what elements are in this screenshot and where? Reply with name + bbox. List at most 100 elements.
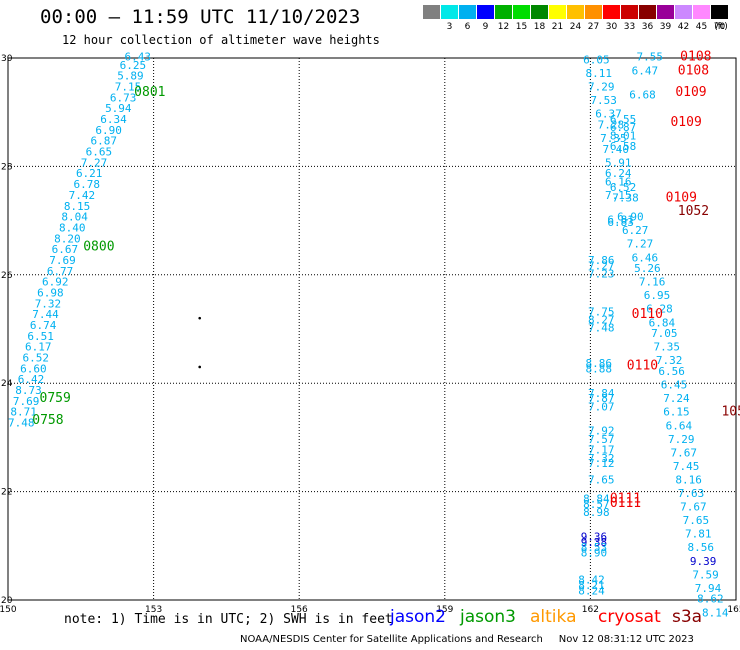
wave-height-label: 6.58: [610, 140, 637, 153]
legend-label: 18: [533, 22, 546, 32]
wave-height-label: 8.86: [586, 357, 613, 370]
wave-height-label: 6.87: [610, 121, 637, 134]
wave-height-label: 7.35: [653, 341, 680, 354]
wave-height-label: 7.67: [670, 446, 697, 459]
wave-height-label: 8.73: [15, 384, 42, 397]
wave-height-label: 7.05: [651, 327, 678, 340]
wave-height-label: 7.29: [588, 81, 615, 94]
legend-swatch: [621, 5, 638, 19]
wave-height-label: 6.34: [100, 113, 127, 126]
wave-height-label: 8.01: [610, 129, 637, 142]
legend-label: 45: [695, 22, 708, 32]
wave-height-label: 6.73: [110, 91, 137, 104]
legend-swatch: [423, 5, 440, 19]
wave-height-label: 5.94: [105, 102, 132, 115]
wave-height-label: 6.84: [649, 316, 676, 329]
wave-height-label: 8.56: [687, 541, 714, 554]
satellite-cryosat: cryosat: [598, 607, 661, 627]
wave-height-label: 7.15: [605, 189, 632, 202]
wave-height-label: 7.94: [695, 582, 722, 595]
wave-height-label: 6.15: [663, 406, 690, 419]
wave-height-label: 6.64: [666, 419, 693, 432]
wave-height-label: 8.20: [54, 232, 81, 245]
wave-height-label: 7.12: [588, 457, 615, 470]
wave-height-label: 6.74: [30, 319, 57, 332]
wave-height-label: 6.65: [86, 146, 113, 159]
wave-height-label: 5.89: [117, 70, 144, 83]
y-tick-label: 24: [1, 379, 13, 389]
wave-height-label: 6.77: [47, 265, 74, 278]
wave-height-label: 5.91: [605, 156, 632, 169]
time-label: 0800: [83, 239, 114, 254]
chart-subtitle: 12 hour collection of altimeter wave hei…: [62, 33, 380, 47]
wave-height-label: 6.55: [610, 113, 637, 126]
wave-height-label: 7.28: [598, 118, 625, 131]
legend-label: 36: [641, 22, 654, 32]
wave-height-label: 6.27: [622, 224, 649, 237]
wave-height-label: 8.24: [578, 585, 605, 598]
wave-height-label: 6.68: [629, 89, 656, 102]
wave-height-label: 8.11: [586, 67, 613, 80]
legend-label: 24: [569, 22, 582, 32]
wave-height-label: 6.43: [124, 51, 151, 64]
time-label: 0110: [632, 307, 663, 322]
wave-height-label: 7.44: [32, 308, 59, 321]
wave-height-label: 7.27: [81, 156, 108, 169]
wave-height-label: 6.46: [632, 251, 659, 264]
wave-height-label: 8.42: [578, 574, 605, 587]
wave-height-label: 7.53: [590, 94, 617, 107]
wave-height-label: 7.59: [692, 568, 719, 581]
wave-height-label: 6.52: [610, 181, 637, 194]
x-tick-label: 165: [727, 605, 740, 615]
wave-height-label: 7.48: [588, 322, 615, 335]
wave-height-label: 8.90: [581, 547, 608, 560]
footer-note: note: 1) Time is in UTC; 2) SWH is in fe…: [64, 612, 393, 627]
wave-height-label: 6.67: [52, 243, 79, 256]
wave-height-label: 7.87: [588, 392, 615, 405]
x-tick-label: 162: [582, 605, 599, 615]
wave-height-label: 8.16: [675, 473, 702, 486]
legend-label: 70: [713, 22, 726, 32]
wave-height-label: 8.57: [583, 498, 610, 511]
wave-height-label: 7.55: [637, 51, 664, 64]
wave-height-label: 7.27: [588, 259, 615, 272]
time-label: 1052: [678, 204, 709, 219]
time-label: 0758: [32, 413, 63, 428]
footer-credit: NOAA/NESDIS Center for Satellite Applica…: [240, 634, 694, 645]
wave-height-label: 7.32: [588, 452, 615, 465]
legend-swatch: [441, 5, 458, 19]
legend-swatch: [603, 5, 620, 19]
wave-height-label: 8.14: [702, 606, 729, 619]
legend-swatch: [675, 5, 692, 19]
wave-height-label: 6.56: [658, 365, 685, 378]
legend-swatch: [567, 5, 584, 19]
legend-swatch: [459, 5, 476, 19]
wave-height-label: 6.87: [91, 135, 118, 148]
legend-label: 9: [482, 22, 489, 32]
wave-height-label: 6.83: [607, 216, 634, 229]
legend-label: 33: [623, 22, 636, 32]
wave-height-label: 7.35: [600, 132, 627, 145]
x-tick-label: 153: [145, 605, 162, 615]
wave-height-label: 8.84: [583, 492, 610, 505]
legend-swatch: [585, 5, 602, 19]
wave-height-label: 6.05: [583, 53, 610, 66]
wave-height-label: 7.65: [588, 473, 615, 486]
wave-height-label: 8.40: [59, 221, 86, 234]
time-label: 1051: [721, 405, 740, 420]
x-tick-label: 150: [0, 605, 17, 615]
wave-height-label: 7.40: [603, 143, 630, 156]
wave-height-label: 7.42: [69, 189, 96, 202]
wave-height-label: 7.45: [673, 460, 700, 473]
legend-label: 39: [659, 22, 672, 32]
y-tick-label: 22: [1, 488, 12, 498]
wave-height-label: 7.67: [680, 501, 707, 514]
wave-height-label: 6.51: [27, 330, 54, 343]
wave-height-label: 5.26: [634, 262, 661, 275]
time-label: 0801: [134, 85, 165, 100]
wave-height-label: 6.78: [74, 178, 101, 191]
satellite-jason3: jason3: [460, 607, 516, 627]
wave-height-label: 7.65: [683, 514, 710, 527]
legend-label: 15: [515, 22, 528, 32]
